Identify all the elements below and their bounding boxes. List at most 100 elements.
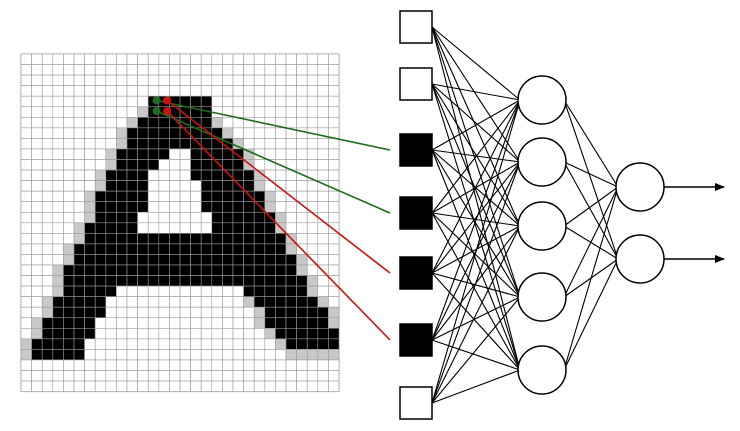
grid-cell <box>158 53 170 65</box>
grid-cell <box>211 338 223 350</box>
grid-cell <box>84 106 96 118</box>
grid-cell <box>317 95 329 108</box>
grid-cell <box>94 349 107 361</box>
grid-cell <box>179 222 191 234</box>
grid-cell <box>31 74 43 86</box>
grid-cell <box>158 317 170 329</box>
grid-cell <box>306 327 319 340</box>
grid-cell <box>285 370 297 382</box>
grid-cell <box>63 64 75 76</box>
grid-cell <box>179 275 191 287</box>
grid-cell <box>328 64 340 76</box>
grid-cell <box>94 159 107 171</box>
grid-cell <box>73 349 85 361</box>
grid-cell <box>169 380 181 392</box>
grid-cell <box>328 243 340 255</box>
grid-cell <box>296 222 308 234</box>
grid-cell <box>264 138 276 150</box>
grid-cell <box>137 296 149 308</box>
grid-cell <box>116 370 128 382</box>
grid-cell <box>275 85 287 97</box>
grid-cell <box>200 169 213 181</box>
grid-cell <box>41 211 54 224</box>
grid-cell <box>211 85 223 97</box>
grid-cell <box>200 254 213 266</box>
network-line <box>563 99 619 188</box>
grid-cell <box>211 327 223 340</box>
grid-cell <box>137 254 149 266</box>
grid-cell <box>222 95 234 108</box>
grid-cell <box>116 349 128 361</box>
grid-cell <box>232 74 244 86</box>
grid-cell <box>73 327 85 340</box>
grid-cell <box>328 233 340 245</box>
grid-cell <box>264 243 276 255</box>
grid-cell <box>31 296 43 308</box>
grid-cell <box>105 159 117 171</box>
grid-cell <box>169 222 181 234</box>
grid-cell <box>137 117 149 129</box>
network-line <box>431 225 521 274</box>
grid-cell <box>306 190 319 202</box>
grid-cell <box>211 306 223 319</box>
grid-cell <box>200 85 213 97</box>
grid-cell <box>296 190 308 202</box>
grid-cell <box>232 359 244 371</box>
grid-cell <box>222 370 234 382</box>
grid-cell <box>52 359 64 371</box>
grid-cell <box>20 74 32 86</box>
grid-cell <box>41 264 54 276</box>
grid-cell <box>137 127 149 139</box>
grid-cell <box>52 180 64 192</box>
grid-cell <box>147 53 160 65</box>
grid-cell <box>275 95 287 108</box>
grid-cell <box>232 254 244 266</box>
grid-cell <box>190 222 202 234</box>
grid-cell <box>169 201 181 213</box>
grid-cell <box>190 233 202 245</box>
grid-cell <box>190 370 202 382</box>
grid-cell <box>243 169 255 181</box>
grid-cell <box>317 53 329 65</box>
grid-cell <box>116 285 128 297</box>
grid-cell <box>31 233 43 245</box>
network-line <box>431 369 521 404</box>
grid-cell <box>232 53 244 65</box>
grid-cell <box>328 190 340 202</box>
grid-cell <box>190 359 202 371</box>
grid-cell <box>232 338 244 350</box>
grid-cell <box>328 138 340 150</box>
grid-cell <box>41 117 54 129</box>
grid-cell <box>137 159 149 171</box>
grid-cell <box>94 222 107 234</box>
grid-cell <box>275 148 287 160</box>
grid-cell <box>137 169 149 181</box>
grid-cell <box>20 285 32 297</box>
grid-cell <box>179 201 191 213</box>
grid-cell <box>84 306 96 319</box>
grid-cell <box>232 380 244 392</box>
grid-cell <box>52 243 64 255</box>
grid-cell <box>317 74 329 86</box>
grid-cell <box>116 95 128 108</box>
grid-cell <box>253 95 266 108</box>
grid-cell <box>158 370 170 382</box>
grid-cell <box>105 169 117 181</box>
input-node <box>399 133 433 167</box>
grid-cell <box>243 370 255 382</box>
grid-cell <box>243 359 255 371</box>
grid-cell <box>253 370 266 382</box>
grid-cell <box>275 370 287 382</box>
grid-cell <box>147 169 160 181</box>
red-connection-line <box>166 99 391 274</box>
grid-cell <box>285 117 297 129</box>
grid-cell <box>31 338 43 350</box>
grid-cell <box>41 327 54 340</box>
grid-cell <box>52 64 64 76</box>
grid-cell <box>296 148 308 160</box>
grid-cell <box>211 53 223 65</box>
grid-cell <box>147 190 160 202</box>
grid-cell <box>306 349 319 361</box>
grid-cell <box>105 64 117 76</box>
grid-cell <box>84 317 96 329</box>
